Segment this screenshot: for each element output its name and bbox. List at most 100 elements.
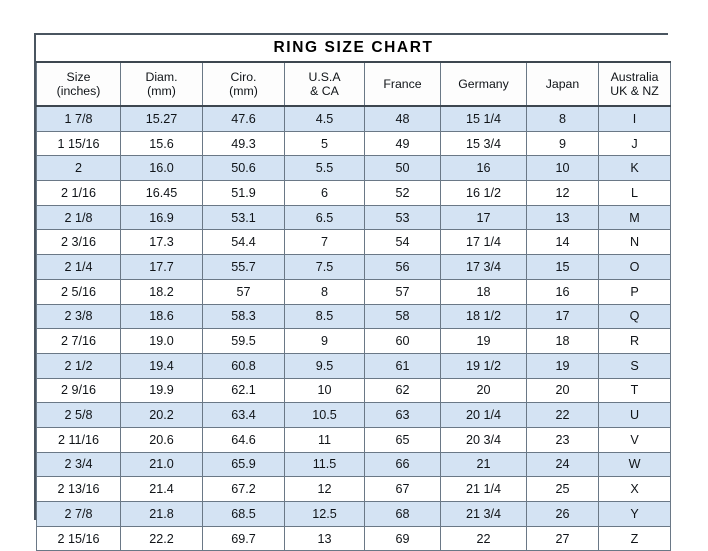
column-header-line1: France bbox=[383, 76, 422, 91]
cell-france: 69 bbox=[364, 525, 441, 551]
cell-usa-ca: 7 bbox=[284, 229, 365, 256]
column-header-line1: Germany bbox=[458, 76, 509, 91]
cell-japan: 15 bbox=[526, 254, 599, 280]
cell-usa-ca: 5.5 bbox=[284, 155, 365, 182]
cell-size-inches: 1 15/16 bbox=[36, 130, 121, 157]
cell-size-inches: 2 1/4 bbox=[36, 254, 121, 280]
cell-size-inches: 2 1/8 bbox=[36, 204, 121, 231]
cell-australia-uk-nz: K bbox=[597, 155, 672, 182]
cell-circ-mm: 65.9 bbox=[202, 451, 285, 478]
cell-diam-mm: 19.0 bbox=[120, 328, 203, 354]
cell-germany: 20 bbox=[440, 377, 527, 404]
column-header-diam-mm: Diam. (mm) bbox=[120, 61, 203, 107]
cell-france: 57 bbox=[364, 278, 441, 305]
cell-circ-mm: 55.7 bbox=[202, 254, 285, 280]
cell-australia-uk-nz: V bbox=[597, 426, 672, 453]
cell-size-inches: 2 1/16 bbox=[36, 180, 121, 206]
cell-germany: 21 3/4 bbox=[440, 501, 527, 527]
table-row: 2 3/16 17.3 54.4 7 54 17 1/4 14 N bbox=[36, 229, 672, 256]
cell-australia-uk-nz: L bbox=[597, 180, 672, 206]
cell-diam-mm: 19.4 bbox=[120, 352, 203, 379]
cell-japan: 20 bbox=[526, 377, 599, 404]
cell-japan: 8 bbox=[526, 105, 599, 132]
cell-france: 66 bbox=[364, 451, 441, 478]
cell-size-inches: 2 3/16 bbox=[36, 229, 121, 256]
cell-germany: 15 1/4 bbox=[440, 105, 527, 132]
column-header-germany: Germany bbox=[440, 61, 527, 107]
cell-germany: 19 bbox=[440, 328, 527, 354]
cell-japan: 17 bbox=[526, 303, 599, 330]
cell-circ-mm: 51.9 bbox=[202, 180, 285, 206]
cell-usa-ca: 13 bbox=[284, 525, 365, 551]
cell-japan: 23 bbox=[526, 426, 599, 453]
cell-circ-mm: 67.2 bbox=[202, 476, 285, 502]
cell-australia-uk-nz: X bbox=[597, 476, 672, 502]
cell-size-inches: 2 1/2 bbox=[36, 352, 121, 379]
column-header-japan: Japan bbox=[526, 61, 599, 107]
cell-france: 49 bbox=[364, 130, 441, 157]
cell-australia-uk-nz: I bbox=[597, 105, 672, 132]
cell-germany: 18 bbox=[440, 278, 527, 305]
column-header-line1: Size bbox=[66, 69, 91, 84]
column-header-line1: Japan bbox=[545, 76, 580, 91]
cell-diam-mm: 18.2 bbox=[120, 278, 203, 305]
cell-germany: 17 1/4 bbox=[440, 229, 527, 256]
column-header-circ-mm: Ciro. (mm) bbox=[202, 61, 285, 107]
table-row: 2 1/8 16.9 53.1 6.5 53 17 13 M bbox=[36, 204, 672, 231]
cell-australia-uk-nz: R bbox=[597, 328, 672, 354]
cell-circ-mm: 54.4 bbox=[202, 229, 285, 256]
cell-japan: 9 bbox=[526, 130, 599, 157]
cell-germany: 21 1/4 bbox=[440, 476, 527, 502]
cell-usa-ca: 12 bbox=[284, 476, 365, 502]
column-header-line1: Diam. bbox=[145, 69, 178, 84]
column-header-line2: UK & NZ bbox=[610, 84, 659, 98]
cell-size-inches: 2 7/16 bbox=[36, 328, 121, 354]
cell-france: 48 bbox=[364, 105, 441, 132]
cell-france: 63 bbox=[364, 402, 441, 428]
table-row: 2 15/16 22.2 69.7 13 69 22 27 Z bbox=[36, 525, 672, 551]
table-header-row: Size (inches) Diam. (mm) Ciro. (mm) U.S.A & CA F… bbox=[36, 61, 672, 107]
cell-australia-uk-nz: M bbox=[597, 204, 672, 231]
cell-circ-mm: 63.4 bbox=[202, 402, 285, 428]
cell-size-inches: 2 bbox=[36, 155, 121, 182]
cell-size-inches: 2 7/8 bbox=[36, 501, 121, 527]
cell-circ-mm: 47.6 bbox=[202, 105, 285, 132]
cell-usa-ca: 9 bbox=[284, 328, 365, 354]
cell-australia-uk-nz: P bbox=[597, 278, 672, 305]
cell-japan: 18 bbox=[526, 328, 599, 354]
cell-germany: 16 bbox=[440, 155, 527, 182]
cell-germany: 20 3/4 bbox=[440, 426, 527, 453]
cell-diam-mm: 22.2 bbox=[120, 525, 203, 551]
cell-france: 56 bbox=[364, 254, 441, 280]
table-row: 2 5/16 18.2 57 8 57 18 16 P bbox=[36, 278, 672, 305]
column-header-line1: Ciro. bbox=[230, 69, 257, 84]
cell-france: 54 bbox=[364, 229, 441, 256]
cell-diam-mm: 21.4 bbox=[120, 476, 203, 502]
chart-title-row: RING SIZE CHART bbox=[36, 35, 671, 63]
page-title: RING SIZE CHART bbox=[36, 35, 671, 63]
cell-france: 52 bbox=[364, 180, 441, 206]
cell-usa-ca: 5 bbox=[284, 130, 365, 157]
cell-australia-uk-nz: Z bbox=[597, 525, 672, 551]
cell-japan: 12 bbox=[526, 180, 599, 206]
cell-japan: 19 bbox=[526, 352, 599, 379]
column-header-line2: & CA bbox=[310, 84, 339, 98]
cell-france: 61 bbox=[364, 352, 441, 379]
cell-usa-ca: 12.5 bbox=[284, 501, 365, 527]
cell-diam-mm: 16.0 bbox=[120, 155, 203, 182]
cell-diam-mm: 15.6 bbox=[120, 130, 203, 157]
cell-usa-ca: 6.5 bbox=[284, 204, 365, 231]
cell-france: 58 bbox=[364, 303, 441, 330]
table-row: 2 16.0 50.6 5.5 50 16 10 K bbox=[36, 155, 672, 182]
cell-usa-ca: 10 bbox=[284, 377, 365, 404]
cell-diam-mm: 15.27 bbox=[120, 105, 203, 132]
cell-japan: 16 bbox=[526, 278, 599, 305]
cell-france: 53 bbox=[364, 204, 441, 231]
cell-japan: 14 bbox=[526, 229, 599, 256]
cell-usa-ca: 9.5 bbox=[284, 352, 365, 379]
cell-germany: 22 bbox=[440, 525, 527, 551]
cell-circ-mm: 64.6 bbox=[202, 426, 285, 453]
table-row: 2 9/16 19.9 62.1 10 62 20 20 T bbox=[36, 377, 672, 404]
cell-france: 60 bbox=[364, 328, 441, 354]
cell-diam-mm: 18.6 bbox=[120, 303, 203, 330]
